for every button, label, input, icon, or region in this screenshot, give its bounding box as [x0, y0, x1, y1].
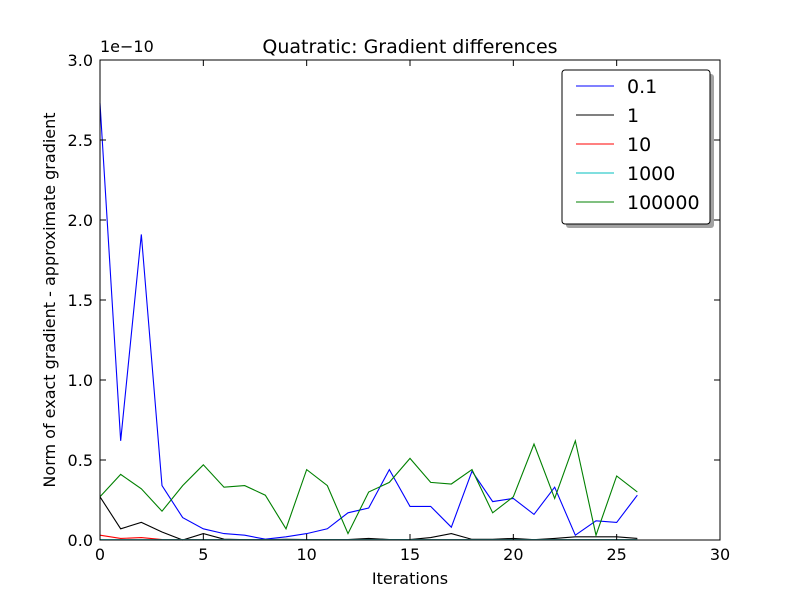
legend-label-1: 1 [627, 105, 639, 127]
series-line-0 [99, 103, 638, 540]
x-tick-label: 10 [296, 545, 316, 564]
x-tick-label: 5 [198, 545, 208, 564]
legend-box [561, 69, 711, 225]
x-tick-label: 25 [606, 545, 626, 564]
y-offset-label: 1e−10 [100, 37, 154, 56]
y-tick-label: 0.5 [68, 451, 93, 470]
series-line-1 [99, 496, 638, 541]
x-axis: 0 5 10 15 20 25 30 [95, 60, 730, 564]
legend-label-4: 100000 [627, 192, 700, 214]
legend-label-3: 1000 [627, 163, 675, 185]
y-tick-label: 2.0 [68, 211, 93, 230]
y-tick-label: 0.0 [68, 531, 93, 550]
x-tick-label: 15 [400, 545, 420, 564]
x-tick-label: 0 [95, 545, 105, 564]
x-axis-label: Iterations [372, 569, 448, 588]
y-tick-label: 1.0 [68, 371, 93, 390]
legend-label-0: 0.1 [627, 76, 657, 98]
y-tick-label: 1.5 [68, 291, 93, 310]
x-tick-label: 20 [503, 545, 523, 564]
y-axis-label: Norm of exact gradient - approximate gra… [40, 112, 59, 487]
legend: 0.1 1 10 1000 100000 [561, 69, 714, 228]
y-axis: 0.0 0.5 1.0 1.5 2.0 2.5 3.0 [68, 51, 720, 550]
legend-entries: 0.1 1 10 1000 100000 [576, 76, 700, 214]
series-line-4 [99, 438, 638, 538]
legend-label-2: 10 [627, 134, 651, 156]
chart-title: Quatratic: Gradient differences [262, 36, 557, 58]
x-tick-label: 30 [710, 545, 730, 564]
y-tick-label: 2.5 [68, 131, 93, 150]
y-tick-label: 3.0 [68, 51, 93, 70]
